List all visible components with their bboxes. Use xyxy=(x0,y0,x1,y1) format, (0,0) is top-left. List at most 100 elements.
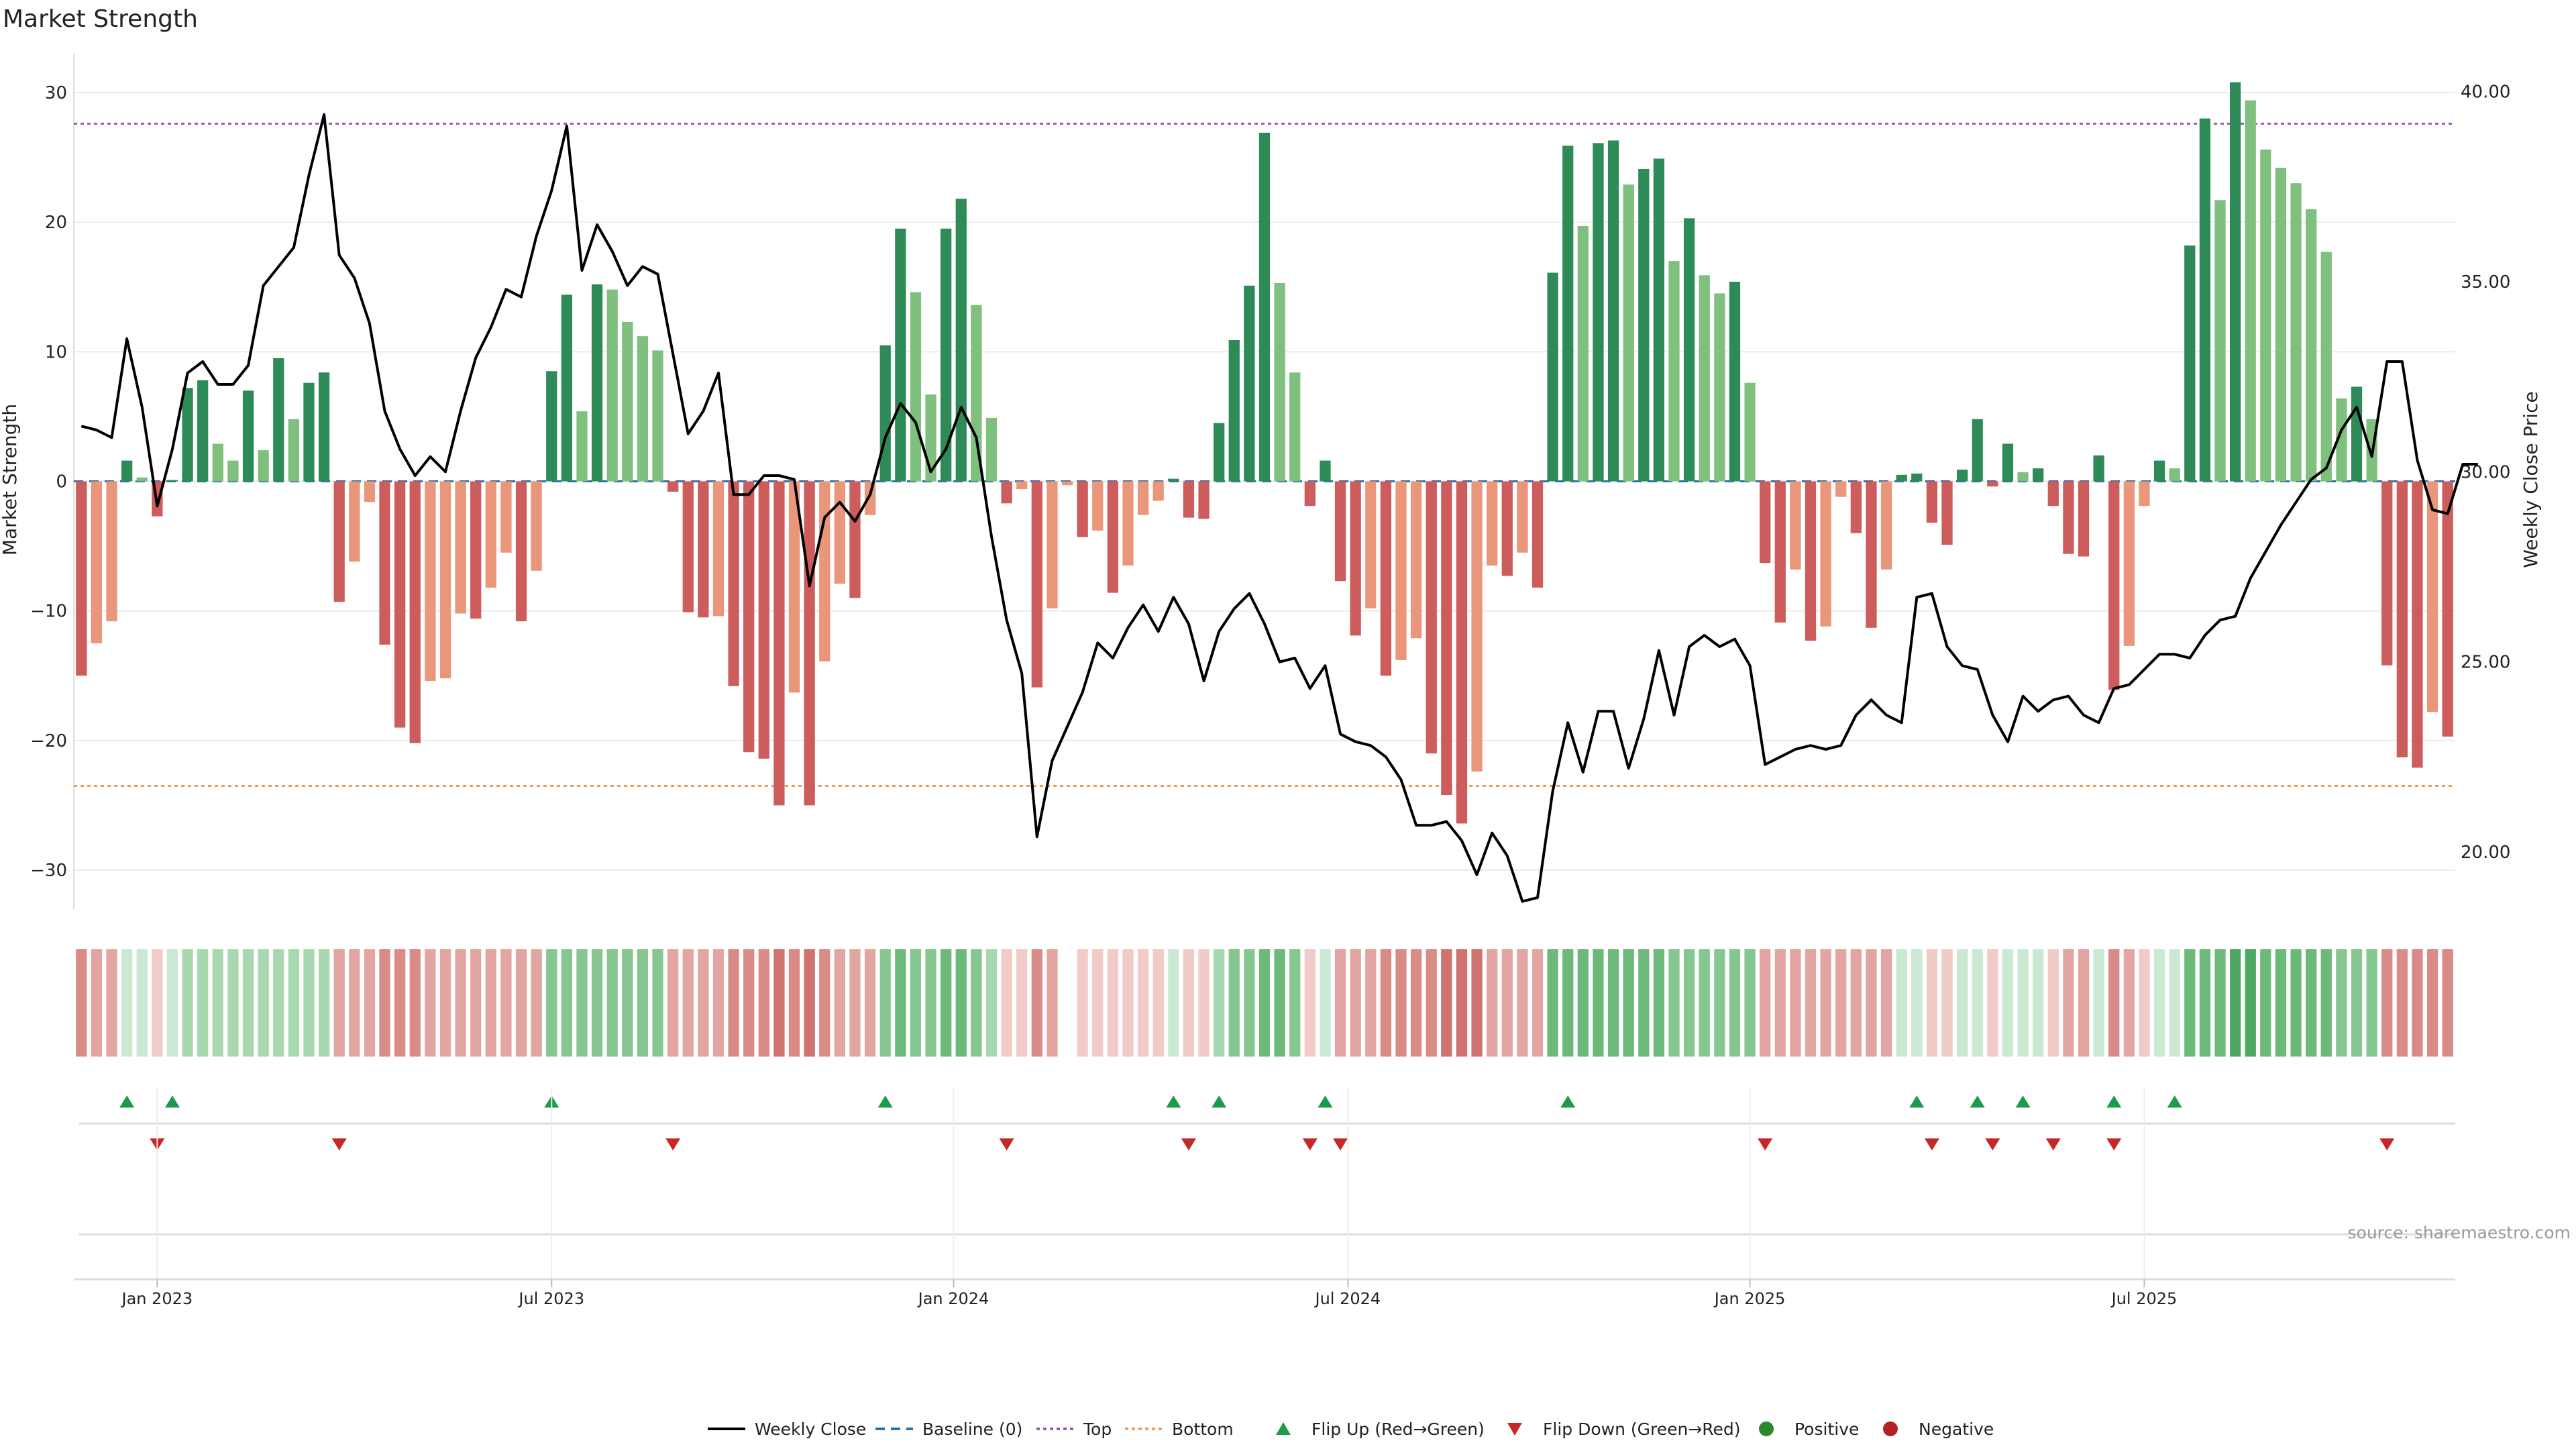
y-left-axis-label: Market Strength xyxy=(0,404,21,555)
strength-bar-negative xyxy=(1061,481,1073,486)
strength-bar-positive xyxy=(1729,282,1741,482)
heat-strip-cell xyxy=(1487,949,1498,1057)
heat-strip-cell xyxy=(2229,949,2241,1057)
heat-strip-cell xyxy=(1562,949,1574,1057)
strength-bar-positive xyxy=(2260,149,2271,482)
heat-strip-cell xyxy=(1896,949,1907,1057)
legend-label: Bottom xyxy=(1172,1419,1234,1439)
heat-strip-cell xyxy=(2214,949,2226,1057)
strength-bars xyxy=(76,82,2453,824)
strength-bar-negative xyxy=(1092,481,1104,531)
y-left-tick-label: −10 xyxy=(30,602,67,622)
heat-strip-cell xyxy=(2442,949,2453,1057)
strength-bar-positive xyxy=(2199,118,2211,482)
heat-strip-cell xyxy=(1198,949,1210,1057)
strength-bar-negative xyxy=(758,481,769,759)
strength-bar-negative xyxy=(1107,481,1119,593)
flip-down-marker xyxy=(1985,1138,2000,1150)
heat-strip-cell xyxy=(849,949,861,1057)
heat-strip-cell xyxy=(1790,949,1801,1057)
heat-strip-cell xyxy=(212,949,223,1057)
strength-bar-positive xyxy=(1289,372,1301,482)
strength-bar-positive xyxy=(910,292,922,482)
strength-bar-positive xyxy=(258,450,269,482)
strength-bar-negative xyxy=(2381,481,2393,665)
legend-label: Positive xyxy=(1794,1419,1859,1439)
strength-bar-negative xyxy=(2123,481,2135,646)
strength-bar-positive xyxy=(166,480,178,482)
x-tick-label: Jul 2024 xyxy=(1314,1289,1381,1308)
heat-strip-cell xyxy=(1820,949,1831,1057)
heat-strip-cell xyxy=(606,949,618,1057)
flip-up-marker xyxy=(2167,1095,2182,1108)
strength-bar-positive xyxy=(1228,339,1240,482)
heat-strip-cell xyxy=(1320,949,1331,1057)
strength-bar-positive xyxy=(1214,423,1225,482)
strength-bar-negative xyxy=(485,481,496,588)
strength-bar-negative xyxy=(1835,481,1847,497)
strength-bar-positive xyxy=(2153,460,2165,482)
strength-bar-negative xyxy=(788,481,800,693)
heat-strip-cell xyxy=(1744,949,1756,1057)
heat-strip-cell xyxy=(1152,949,1164,1057)
chart-title: Market Strength xyxy=(3,5,198,33)
heat-strip-cell xyxy=(182,949,193,1057)
strength-bar-positive xyxy=(1562,146,1574,482)
strength-bar-negative xyxy=(76,481,87,676)
strength-bar-negative xyxy=(698,481,709,618)
heat-strip-cell xyxy=(1866,949,1877,1057)
flip-up-marker xyxy=(164,1095,180,1108)
flip-down-marker xyxy=(1924,1138,1939,1150)
heat-strip-cell xyxy=(333,949,345,1057)
strength-bar-positive xyxy=(2290,183,2302,482)
strength-bar-negative xyxy=(1532,481,1544,588)
legend-symbol xyxy=(1276,1422,1291,1435)
strength-bar-negative xyxy=(1441,481,1452,795)
heat-strip-cell xyxy=(485,949,496,1057)
legend-label: Negative xyxy=(1919,1419,1994,1439)
strength-bar-positive xyxy=(1668,261,1680,482)
strength-bar-negative xyxy=(1001,481,1012,504)
strength-bar-negative xyxy=(2139,481,2150,506)
strength-bar-positive xyxy=(971,305,982,482)
strength-bar-negative xyxy=(349,481,360,562)
heat-strip-cell xyxy=(1774,949,1786,1057)
strength-bar-negative xyxy=(2078,481,2090,557)
strength-bar-positive xyxy=(561,294,573,482)
strength-bar-positive xyxy=(546,371,557,482)
flip-down-marker xyxy=(1333,1138,1348,1150)
heat-strip-cell xyxy=(1699,949,1710,1057)
strength-bar-negative xyxy=(682,481,694,612)
strength-bar-positive xyxy=(273,358,284,482)
strength-bar-negative xyxy=(455,481,466,614)
heat-strip-cell xyxy=(515,949,527,1057)
strength-bar-negative xyxy=(1517,481,1528,553)
strength-bar-positive xyxy=(2336,398,2347,482)
strength-bar-positive xyxy=(606,289,618,482)
strength-bar-negative xyxy=(333,481,345,602)
strength-bar-positive xyxy=(1972,419,1983,482)
heat-strip-cell xyxy=(1092,949,1104,1057)
x-tick-label: Jan 2025 xyxy=(1713,1289,1786,1308)
heat-strip-cell xyxy=(2396,949,2408,1057)
heat-strip-cell xyxy=(121,949,133,1057)
heat-strip-cell xyxy=(1077,949,1088,1057)
heat-strip-cell xyxy=(1137,949,1149,1057)
heat-strip-cell xyxy=(1760,949,1771,1057)
flip-up-marker xyxy=(1909,1095,1925,1108)
strength-bar-positive xyxy=(1744,382,1756,482)
legend-label: Baseline (0) xyxy=(922,1419,1022,1439)
strength-bar-positive xyxy=(1577,225,1589,482)
heat-strip-cell xyxy=(622,949,633,1057)
flip-down-marker xyxy=(999,1138,1014,1150)
heat-strip-cell xyxy=(455,949,466,1057)
heat-strip-cell xyxy=(2093,949,2104,1057)
strength-bar-negative xyxy=(1122,481,1134,566)
strength-bar-negative xyxy=(1380,481,1392,676)
strength-bar-negative xyxy=(743,481,755,753)
heat-strip-cell xyxy=(2108,949,2120,1057)
y-right-tick-label: 20.00 xyxy=(2461,843,2510,863)
strength-bar-negative xyxy=(1334,481,1346,582)
heat-strip-cell xyxy=(318,949,330,1057)
heat-strip-cell xyxy=(1168,949,1179,1057)
